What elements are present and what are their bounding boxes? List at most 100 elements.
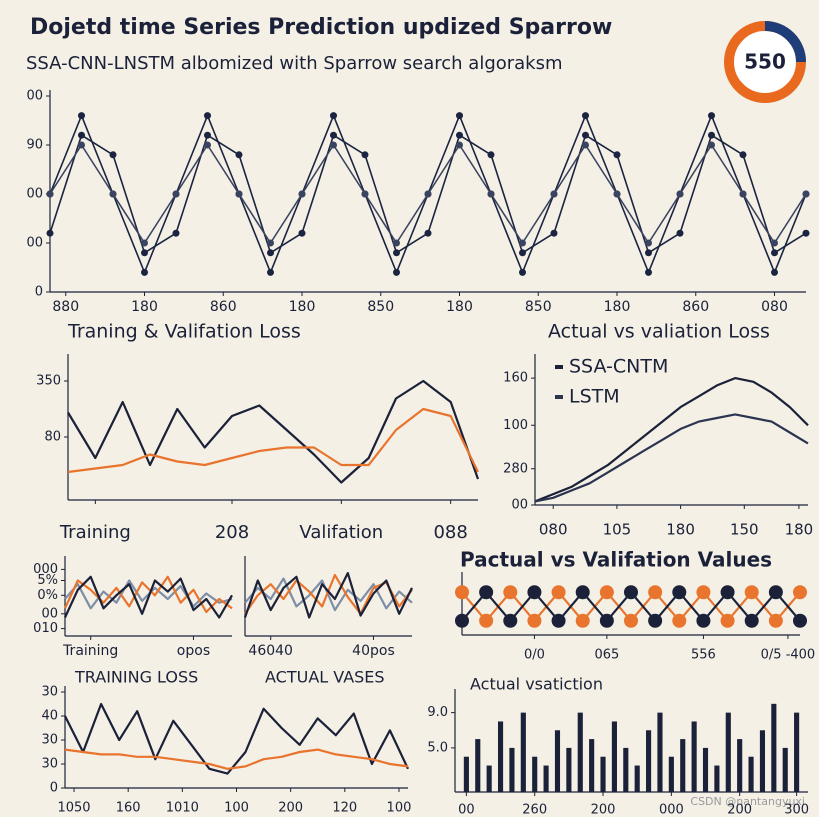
point bbox=[46, 190, 54, 198]
point bbox=[204, 141, 211, 149]
point bbox=[739, 151, 747, 159]
bar bbox=[600, 756, 606, 792]
y-tick-label: 30 bbox=[41, 757, 58, 772]
point bbox=[267, 239, 274, 247]
series-line bbox=[534, 413, 809, 503]
point bbox=[424, 190, 432, 198]
y-tick-label: 0 bbox=[35, 285, 43, 300]
y-tick-label: 30 bbox=[41, 733, 58, 748]
badge-label: 550 bbox=[744, 50, 786, 74]
bar bbox=[759, 730, 766, 792]
x-tick-label: 0/5 -400 bbox=[761, 648, 816, 663]
y-tick-label: 5% bbox=[37, 573, 58, 588]
bar bbox=[771, 703, 777, 792]
point bbox=[550, 190, 558, 198]
x-tick-label: 208 bbox=[215, 522, 249, 543]
bar bbox=[520, 712, 526, 792]
point bbox=[624, 585, 638, 600]
legend-label: LSTM bbox=[569, 386, 620, 408]
point bbox=[330, 112, 337, 120]
series-line bbox=[64, 748, 409, 770]
point bbox=[708, 141, 715, 149]
y-tick-label: 00 bbox=[26, 89, 43, 104]
chart-title: TRAINING LOSS bbox=[74, 668, 198, 687]
point bbox=[551, 585, 566, 600]
point bbox=[802, 229, 810, 237]
point bbox=[551, 613, 566, 628]
y-tick-label: 280 bbox=[503, 461, 528, 476]
point bbox=[768, 613, 783, 628]
point bbox=[330, 141, 337, 149]
point bbox=[456, 131, 463, 139]
series-line bbox=[67, 407, 479, 474]
point bbox=[455, 613, 469, 628]
point bbox=[599, 585, 614, 600]
point bbox=[672, 585, 687, 600]
x-tick-label: 120 bbox=[332, 801, 357, 816]
chart-title: Pactual vs Valifation Values bbox=[460, 548, 772, 572]
x-tick-label: 180 bbox=[604, 299, 631, 315]
point bbox=[141, 249, 148, 257]
series-line bbox=[64, 575, 233, 614]
point bbox=[235, 190, 243, 198]
point bbox=[676, 229, 684, 237]
point bbox=[267, 268, 274, 276]
point bbox=[330, 131, 337, 139]
point bbox=[624, 613, 638, 628]
point bbox=[78, 141, 85, 149]
x-tick-label: 200 bbox=[727, 803, 752, 817]
point bbox=[582, 131, 589, 139]
point bbox=[613, 151, 621, 159]
bar bbox=[463, 756, 469, 792]
bar bbox=[543, 765, 549, 792]
x-tick-label: 000 bbox=[659, 803, 684, 817]
point bbox=[267, 249, 274, 257]
watermark: CSDN @nantangyuxi bbox=[690, 795, 805, 808]
point bbox=[78, 112, 85, 120]
point bbox=[235, 151, 243, 159]
series-line bbox=[64, 702, 409, 775]
y-tick-label: 00 bbox=[41, 606, 58, 621]
x-tick-label: 300 bbox=[784, 803, 809, 817]
point bbox=[46, 229, 54, 237]
point bbox=[519, 249, 526, 257]
point bbox=[696, 585, 711, 600]
x-tick-label: 260 bbox=[522, 803, 547, 817]
x-tick-label: 1010 bbox=[166, 801, 199, 816]
x-tick-label: 556 bbox=[691, 648, 716, 663]
series-line bbox=[67, 379, 480, 484]
legend-label: SSA-CNTM bbox=[569, 356, 668, 378]
bar bbox=[589, 739, 595, 792]
x-tick-label: 850 bbox=[367, 299, 394, 315]
point bbox=[479, 585, 494, 600]
point bbox=[582, 141, 589, 149]
x-tick-label: 180 bbox=[446, 299, 473, 315]
y-tick-label: 9.0 bbox=[427, 705, 448, 720]
x-tick-label: 880 bbox=[52, 299, 79, 315]
bar bbox=[566, 747, 572, 792]
x-tick-label: 860 bbox=[210, 299, 237, 315]
point bbox=[78, 131, 85, 139]
point bbox=[645, 268, 652, 276]
bar bbox=[646, 730, 652, 792]
point bbox=[550, 229, 558, 237]
point bbox=[298, 190, 306, 198]
chart-subtitle: ACTUAL VASES bbox=[265, 668, 385, 687]
point bbox=[744, 585, 759, 600]
point bbox=[527, 613, 542, 628]
bar bbox=[702, 747, 709, 792]
point bbox=[479, 613, 494, 628]
point bbox=[172, 190, 180, 198]
point bbox=[503, 585, 518, 600]
point bbox=[204, 131, 211, 139]
y-tick-label: 0% bbox=[37, 588, 58, 603]
point bbox=[720, 585, 735, 600]
x-tick-label: 088 bbox=[433, 522, 467, 543]
point bbox=[793, 585, 807, 600]
bar bbox=[737, 739, 743, 792]
series-line bbox=[64, 575, 233, 619]
chart-title: Dojetd time Series Prediction updized Sp… bbox=[30, 15, 612, 40]
x-tick-label: 200 bbox=[278, 801, 303, 816]
y-tick-label: 00 bbox=[26, 236, 43, 251]
